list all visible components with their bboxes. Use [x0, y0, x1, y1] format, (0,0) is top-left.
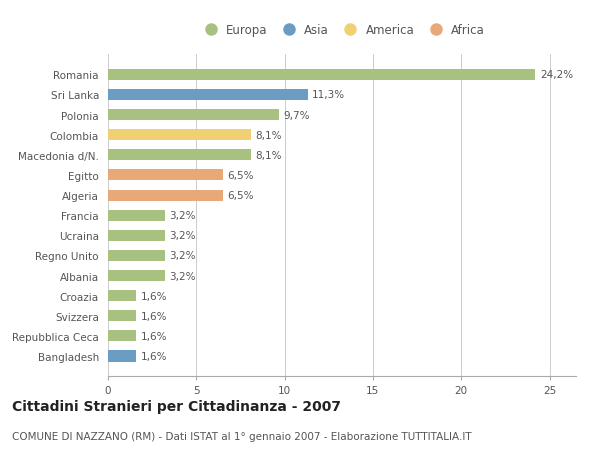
Text: 3,2%: 3,2%	[169, 271, 196, 281]
Bar	[108, 70, 535, 81]
Bar	[108, 110, 280, 121]
Bar	[108, 210, 164, 221]
Text: COMUNE DI NAZZANO (RM) - Dati ISTAT al 1° gennaio 2007 - Elaborazione TUTTITALIA: COMUNE DI NAZZANO (RM) - Dati ISTAT al 1…	[12, 431, 472, 442]
Text: Cittadini Stranieri per Cittadinanza - 2007: Cittadini Stranieri per Cittadinanza - 2…	[12, 399, 341, 413]
Text: 6,5%: 6,5%	[227, 171, 254, 180]
Bar	[108, 270, 164, 281]
Legend: Europa, Asia, America, Africa: Europa, Asia, America, Africa	[194, 19, 490, 42]
Text: 8,1%: 8,1%	[256, 130, 282, 140]
Bar	[108, 291, 136, 302]
Text: 24,2%: 24,2%	[540, 70, 573, 80]
Text: 1,6%: 1,6%	[140, 331, 167, 341]
Text: 8,1%: 8,1%	[256, 151, 282, 161]
Text: 1,6%: 1,6%	[140, 311, 167, 321]
Bar	[108, 150, 251, 161]
Text: 9,7%: 9,7%	[284, 110, 310, 120]
Text: 3,2%: 3,2%	[169, 231, 196, 241]
Bar	[108, 330, 136, 341]
Text: 1,6%: 1,6%	[140, 351, 167, 361]
Text: 6,5%: 6,5%	[227, 190, 254, 201]
Bar	[108, 170, 223, 181]
Bar	[108, 190, 223, 201]
Bar	[108, 130, 251, 141]
Bar	[108, 230, 164, 241]
Text: 11,3%: 11,3%	[312, 90, 345, 100]
Text: 3,2%: 3,2%	[169, 211, 196, 221]
Bar	[108, 311, 136, 322]
Text: 1,6%: 1,6%	[140, 291, 167, 301]
Bar	[108, 351, 136, 362]
Bar	[108, 90, 308, 101]
Text: 3,2%: 3,2%	[169, 251, 196, 261]
Bar	[108, 250, 164, 262]
